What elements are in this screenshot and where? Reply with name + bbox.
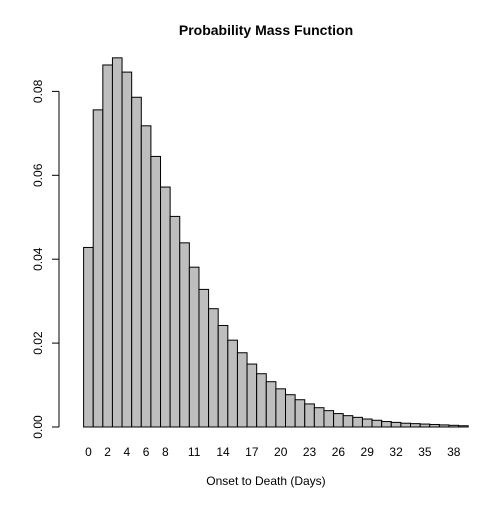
bar-32 xyxy=(390,421,402,428)
bar-17 xyxy=(246,363,258,428)
bar-2 xyxy=(102,64,113,428)
bar-37 xyxy=(438,424,450,428)
x-axis-label: Onset to Death (Days) xyxy=(206,474,325,488)
y-tick-label: 0.04 xyxy=(31,247,45,271)
x-tick-label: 38 xyxy=(447,445,461,459)
bar-33 xyxy=(400,422,412,428)
bar-30 xyxy=(371,419,383,428)
x-axis-tick-labels: 0 2 4 6 8 11 14 17 20 23 26 29 32 35 38 xyxy=(85,445,461,459)
x-tick-label: 14 xyxy=(216,445,230,459)
x-tick-label: 23 xyxy=(303,445,317,459)
bar-0 xyxy=(83,246,94,428)
bar-31 xyxy=(381,421,392,428)
bars-group xyxy=(83,57,469,428)
bar-23 xyxy=(304,403,315,428)
bar-29 xyxy=(361,418,373,428)
x-tick-label: 20 xyxy=(274,445,288,459)
bar-24 xyxy=(313,407,325,428)
x-tick-label: 0 xyxy=(85,445,92,459)
bar-15 xyxy=(227,339,238,428)
bar-36 xyxy=(429,423,440,428)
y-axis: 0.00 0.02 0.04 0.06 0.08 xyxy=(31,79,60,439)
x-tick-label: 6 xyxy=(143,445,150,459)
y-tick-label: 0.06 xyxy=(31,163,45,187)
bar-13 xyxy=(208,308,219,428)
bar-19 xyxy=(265,381,277,428)
bar-6 xyxy=(140,125,152,428)
bar-11 xyxy=(188,266,200,428)
x-tick-label: 2 xyxy=(104,445,111,459)
bar-4 xyxy=(121,71,133,428)
bar-1 xyxy=(92,109,104,428)
x-tick-label: 32 xyxy=(389,445,403,459)
bar-16 xyxy=(236,352,248,428)
bar-18 xyxy=(256,373,267,428)
bar-5 xyxy=(131,96,142,428)
x-tick-label: 11 xyxy=(188,445,201,459)
x-tick-label: 35 xyxy=(418,445,432,459)
x-tick-label: 29 xyxy=(361,445,375,459)
bar-14 xyxy=(217,324,229,428)
bar-27 xyxy=(342,415,354,428)
y-tick-label: 0.02 xyxy=(31,331,45,355)
bar-28 xyxy=(352,416,363,428)
x-tick-label: 8 xyxy=(162,445,169,459)
bar-22 xyxy=(294,399,306,428)
bar-7 xyxy=(150,155,162,428)
bar-9 xyxy=(169,215,181,428)
x-tick-label: 17 xyxy=(245,445,259,459)
x-tick-label: 26 xyxy=(332,445,346,459)
bar-25 xyxy=(323,410,335,428)
chart-title: Probability Mass Function xyxy=(179,22,353,38)
bar-12 xyxy=(198,288,210,428)
bar-26 xyxy=(333,413,344,428)
y-tick-label: 0.08 xyxy=(31,79,45,103)
bar-10 xyxy=(179,242,190,428)
bar-3 xyxy=(111,57,123,428)
x-tick-label: 4 xyxy=(124,445,131,459)
bar-39 xyxy=(458,425,469,428)
bar-38 xyxy=(448,424,460,428)
bar-34 xyxy=(410,423,421,428)
bar-35 xyxy=(419,423,431,428)
bar-20 xyxy=(275,388,287,428)
y-tick-label: 0.00 xyxy=(31,415,45,439)
bar-21 xyxy=(285,394,296,428)
bar-8 xyxy=(160,186,171,428)
